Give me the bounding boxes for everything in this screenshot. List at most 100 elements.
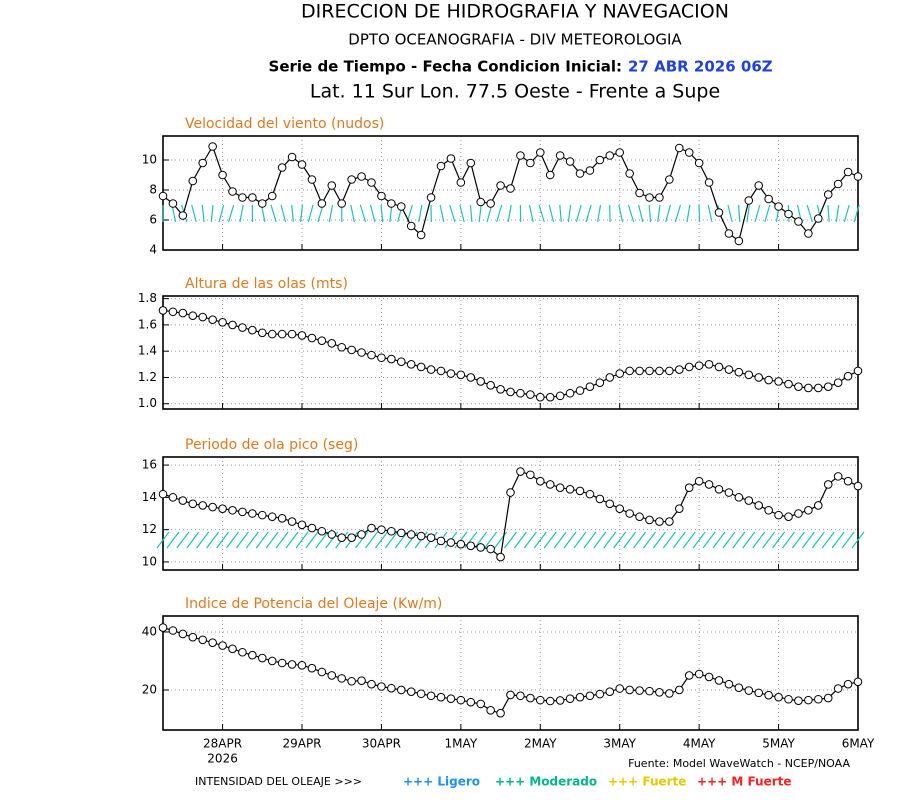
data-point (744, 496, 754, 505)
direction-arrow (782, 531, 795, 549)
direction-arrow (206, 531, 220, 549)
data-point (585, 691, 595, 701)
data-point (257, 199, 267, 208)
data-point (535, 695, 545, 705)
data-point (218, 504, 227, 513)
data-point (446, 694, 456, 703)
direction-arrow (245, 531, 259, 549)
data-point (357, 172, 366, 181)
data-point (516, 467, 525, 476)
data-point (605, 499, 615, 509)
data-point (446, 538, 456, 547)
data-point (615, 684, 625, 693)
data-point (665, 517, 674, 526)
data-point (625, 685, 634, 695)
data-point (575, 386, 585, 395)
direction-arrow (239, 204, 244, 223)
direction-arrow (270, 204, 277, 223)
x-tick-label: 6MAY (842, 737, 875, 751)
direction-arrow (843, 204, 850, 223)
x-tick-label: 30APR (362, 737, 401, 751)
data-point (754, 688, 764, 698)
direction-arrow (523, 531, 537, 549)
data-point (466, 158, 476, 168)
direction-arrow (307, 204, 314, 223)
direction-arrow (742, 531, 756, 549)
data-point (466, 541, 476, 551)
direction-arrow (657, 204, 661, 223)
data-point (446, 369, 456, 378)
y-tick-label: 1.0 (138, 396, 157, 410)
direction-arrow (851, 531, 865, 549)
direction-arrow (791, 531, 805, 549)
direction-arrow (186, 531, 200, 549)
direction-arrow (235, 531, 249, 549)
data-point (794, 382, 803, 391)
data-point (645, 366, 654, 376)
direction-arrow (698, 204, 701, 223)
data-point (714, 484, 724, 494)
data-point (168, 626, 178, 635)
data-point (526, 470, 535, 480)
data-point (694, 669, 704, 679)
panel-title: Altura de las olas (mts) (185, 276, 348, 292)
data-point (555, 391, 565, 401)
data-point (774, 510, 783, 520)
data-point (684, 362, 694, 372)
data-point (317, 526, 327, 536)
data-point (436, 536, 446, 546)
data-point (396, 357, 406, 366)
direction-arrow (593, 531, 607, 549)
data-point (526, 158, 535, 168)
data-point (287, 329, 297, 339)
data-point (327, 530, 337, 539)
data-point (744, 196, 754, 205)
data-point (377, 682, 386, 691)
data-point (794, 217, 803, 226)
data-point (813, 501, 823, 510)
legend-entry: +++ Fuerte (608, 775, 686, 789)
data-point (357, 348, 366, 357)
year-label: 2026 (207, 752, 238, 766)
data-point (635, 512, 644, 522)
plot-frame (162, 295, 859, 410)
direction-arrow (662, 531, 676, 549)
direction-arrow (484, 531, 498, 549)
data-point (516, 388, 525, 398)
data-point (823, 190, 833, 199)
data-point (426, 365, 436, 374)
y-tick-label: 1.4 (138, 344, 157, 358)
data-point (655, 366, 664, 376)
data-point (456, 695, 466, 705)
direction-arrow (853, 204, 860, 223)
data-point (575, 486, 585, 496)
panel-title: Velocidad del viento (nudos) (185, 116, 384, 132)
data-point (853, 481, 863, 491)
data-point (248, 509, 257, 518)
data-point (496, 552, 505, 562)
panel-title: Indice de Potencia del Oleaje (Kw/m) (185, 596, 442, 612)
data-point (208, 142, 217, 151)
data-point (446, 154, 456, 163)
data-point (228, 505, 237, 515)
x-tick-label: 29APR (282, 737, 321, 751)
data-point (516, 151, 525, 160)
direction-arrow (285, 531, 299, 549)
data-point (704, 360, 714, 369)
data-point (466, 697, 476, 707)
data-point (496, 181, 505, 190)
data-point (774, 377, 783, 386)
direction-arrow (504, 531, 517, 549)
data-point (545, 696, 555, 706)
y-tick-label: 8 (149, 183, 157, 197)
data-point (267, 191, 277, 201)
data-point (168, 199, 178, 208)
data-point (277, 658, 287, 668)
data-point (506, 387, 515, 397)
direction-arrow (291, 204, 294, 223)
data-point (843, 371, 853, 381)
direction-arrow (702, 531, 716, 549)
data-point (784, 379, 793, 389)
data-point (466, 373, 476, 382)
data-point (198, 312, 208, 322)
